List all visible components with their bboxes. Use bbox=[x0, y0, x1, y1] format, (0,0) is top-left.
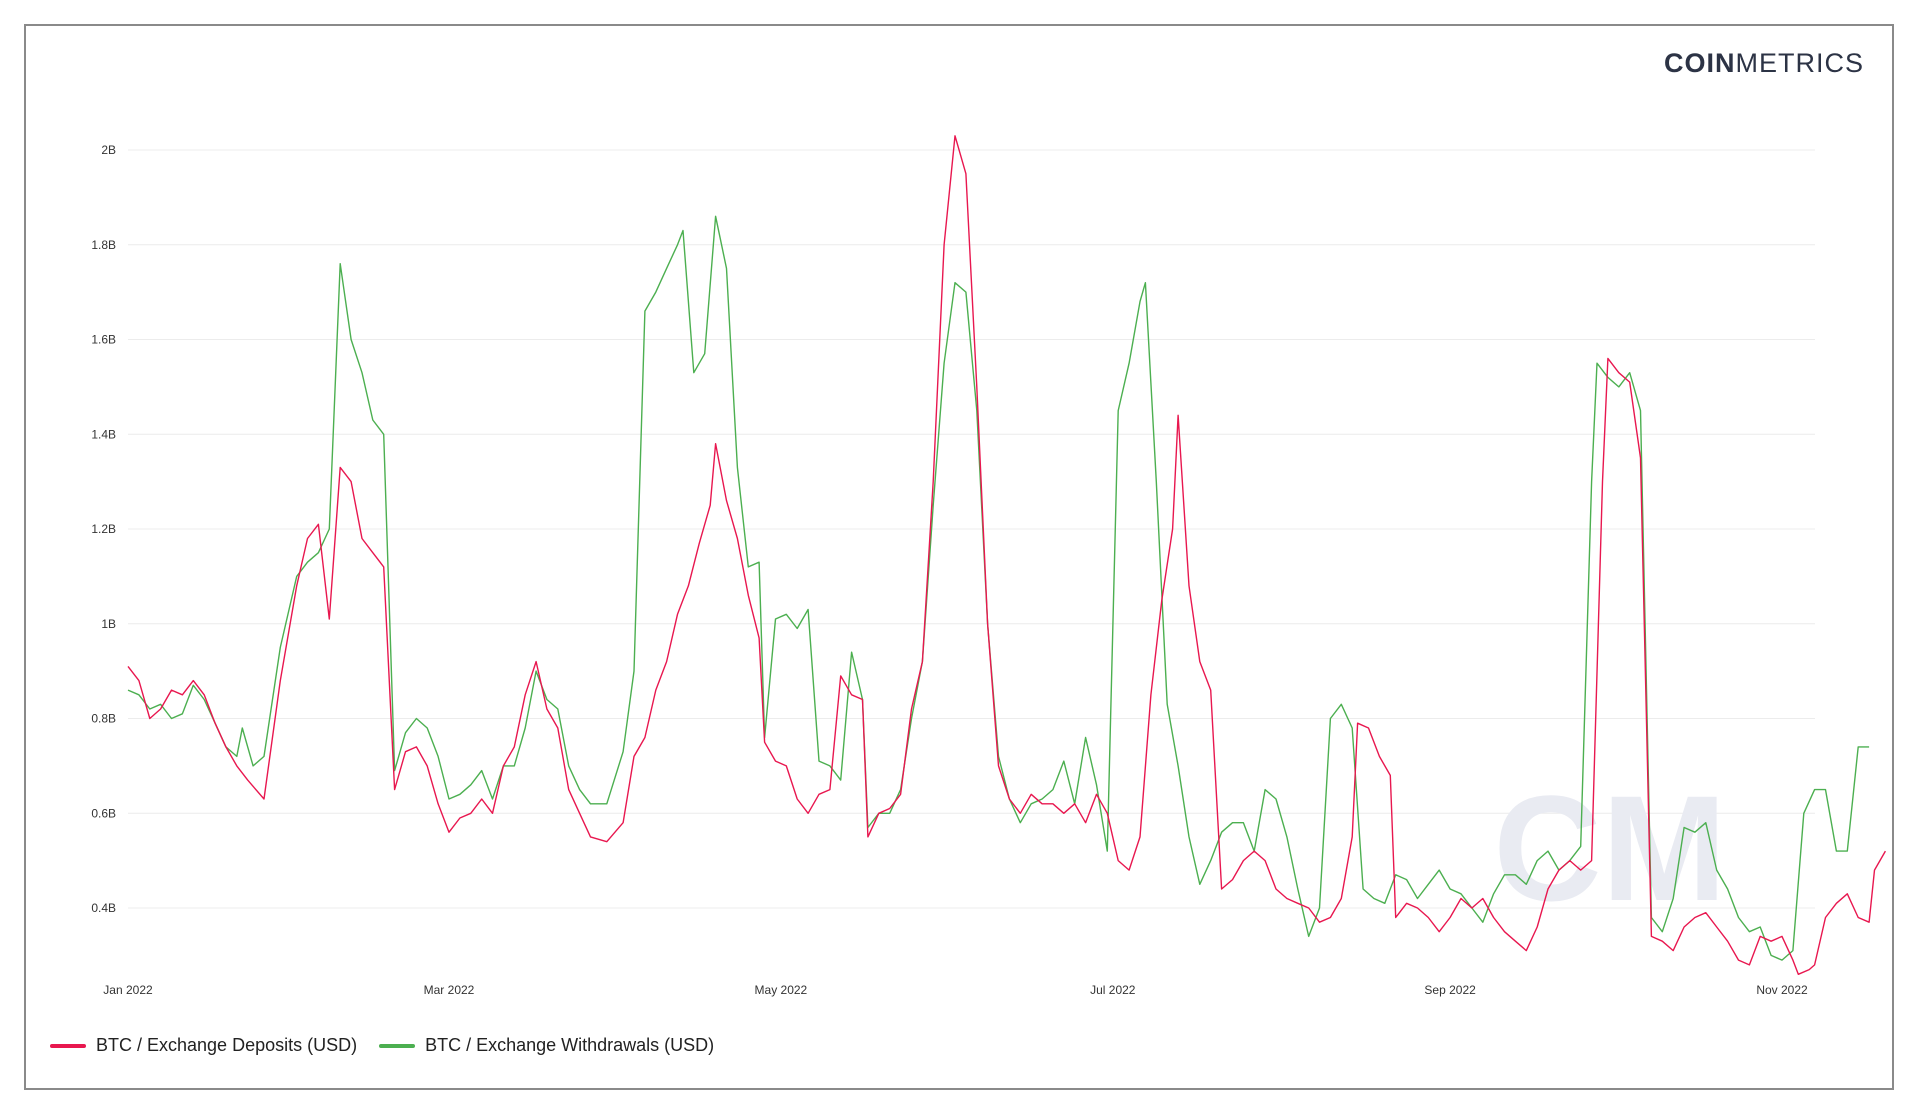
y-tick-label: 1.8B bbox=[91, 238, 116, 252]
y-tick-label: 2B bbox=[101, 143, 116, 157]
legend-label-withdrawals: BTC / Exchange Withdrawals (USD) bbox=[425, 1035, 715, 1055]
legend-label-deposits: BTC / Exchange Deposits (USD) bbox=[96, 1035, 358, 1055]
x-tick-label: May 2022 bbox=[755, 983, 808, 997]
y-grid bbox=[128, 149, 1815, 909]
x-tick-label: Jan 2022 bbox=[103, 983, 153, 997]
y-tick-label: 0.8B bbox=[91, 712, 116, 726]
coinmetrics-logo: COINMETRICS bbox=[1664, 48, 1864, 78]
series-line-deposits bbox=[127, 135, 1887, 975]
legend-swatch-deposits bbox=[50, 1043, 86, 1048]
y-tick-label: 1B bbox=[101, 617, 116, 631]
legend-item-deposits[interactable]: BTC / Exchange Deposits (USD) bbox=[50, 1035, 357, 1056]
y-tick-label: 1.2B bbox=[91, 522, 116, 536]
cm-watermark: CM bbox=[1493, 764, 1726, 932]
series-layer bbox=[127, 135, 1887, 975]
legend-item-withdrawals[interactable]: BTC / Exchange Withdrawals (USD) bbox=[379, 1035, 714, 1056]
y-tick-label: 1.4B bbox=[91, 427, 116, 441]
x-axis-ticks: Jan 2022 Mar 2022 May 2022 Jul 2022 Sep 2022… bbox=[103, 983, 1808, 997]
x-tick-label: Nov 2022 bbox=[1756, 983, 1808, 997]
x-tick-label: Sep 2022 bbox=[1424, 983, 1476, 997]
y-tick-label: 1.6B bbox=[91, 333, 116, 347]
legend-swatch-withdrawals bbox=[379, 1043, 416, 1048]
chart-frame: COINMETRICS bbox=[24, 24, 1894, 1090]
y-axis-ticks: 0.4B 0.6B 0.8B 1B 1.2B 1.4B 1.6B 1.8B 2B bbox=[91, 143, 116, 915]
x-tick-label: Jul 2022 bbox=[1090, 983, 1136, 997]
series-line-withdrawals bbox=[127, 215, 1870, 961]
legend: BTC / Exchange Deposits (USD) BTC / Exch… bbox=[50, 1035, 736, 1056]
y-tick-label: 0.4B bbox=[91, 901, 116, 915]
x-tick-label: Mar 2022 bbox=[424, 983, 475, 997]
y-tick-label: 0.6B bbox=[91, 806, 116, 820]
